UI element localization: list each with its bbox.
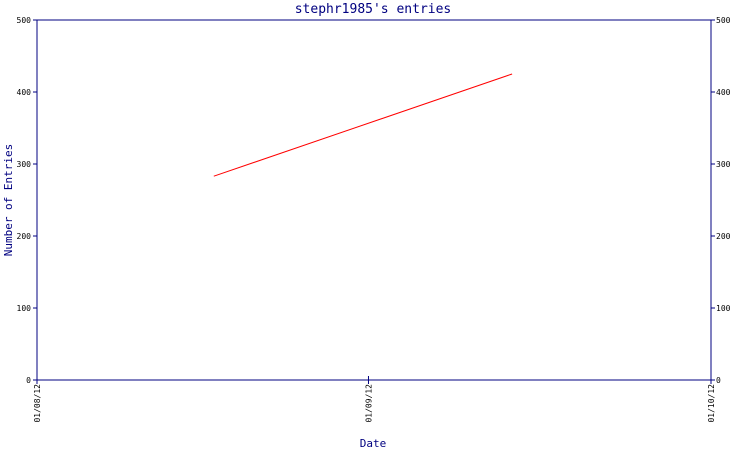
y-tick-label-right: 100 xyxy=(716,304,731,313)
y-tick-label-left: 200 xyxy=(17,232,32,241)
x-tick-label: 01/08/12 xyxy=(33,384,42,423)
y-tick-label-right: 0 xyxy=(716,376,721,385)
y-axis-label: Number of Entries xyxy=(2,144,15,257)
y-tick-label-left: 500 xyxy=(17,16,32,25)
x-tick-label: 01/10/12 xyxy=(707,384,716,423)
chart-title: stephr1985's entries xyxy=(295,2,452,17)
plot-frame xyxy=(36,19,712,381)
y-tick-label-right: 500 xyxy=(716,16,731,25)
y-tick-label-right: 300 xyxy=(716,160,731,169)
y-tick-label-left: 0 xyxy=(26,376,31,385)
y-tick-label-right: 200 xyxy=(716,232,731,241)
x-axis-label: Date xyxy=(360,437,387,450)
y-tick-label-right: 400 xyxy=(716,88,731,97)
x-tick-label: 01/09/12 xyxy=(364,384,373,423)
plot-area: 0 0 100 100 200 200 300 300 400 400 500 500 01/08/12… xyxy=(17,16,731,423)
y-tick-label-left: 100 xyxy=(17,304,32,313)
y-tick-label-left: 400 xyxy=(17,88,32,97)
y-tick-label-left: 300 xyxy=(17,160,32,169)
series-line xyxy=(213,73,513,177)
